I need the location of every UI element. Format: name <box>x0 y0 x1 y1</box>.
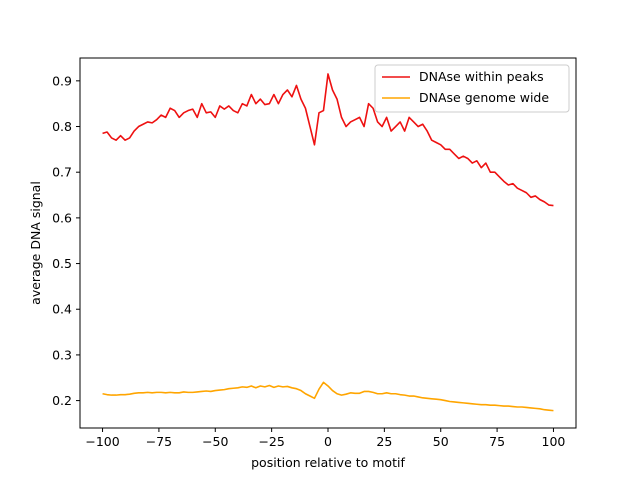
x-tick-label: −25 <box>258 434 284 449</box>
legend-box <box>374 64 570 113</box>
y-tick-label: 0.8 <box>52 119 72 134</box>
x-axis-label: position relative to motif <box>251 455 405 470</box>
x-tick-label: 50 <box>433 434 449 449</box>
x-tick-label: 75 <box>489 434 505 449</box>
legend-label-genome-wide: DNAse genome wide <box>419 90 549 105</box>
series-line-1 <box>102 381 554 412</box>
x-tick-label: 0 <box>324 434 332 449</box>
y-tick-label: 0.5 <box>52 256 72 271</box>
y-tick-label: 0.2 <box>52 393 72 408</box>
y-tick-label: 0.7 <box>52 165 72 180</box>
y-tick-label: 0.9 <box>52 73 72 88</box>
x-tick-label: 100 <box>542 434 566 449</box>
x-tick-label: −50 <box>202 434 228 449</box>
x-axis-ticks: −100 −75 −50 −25 0 25 50 75 100 <box>85 428 565 449</box>
x-tick-label: −100 <box>85 434 119 449</box>
y-axis-label: average DNA signal <box>28 181 43 305</box>
y-tick-label: 0.3 <box>52 347 72 362</box>
legend-label-within-peaks: DNAse within peaks <box>419 69 544 84</box>
y-tick-label: 0.6 <box>52 210 72 225</box>
legend: DNAse within peaks DNAse genome wide <box>374 64 570 113</box>
y-tick-label: 0.4 <box>52 302 72 317</box>
series-layer <box>102 73 554 412</box>
series-line-0 <box>102 73 554 207</box>
x-tick-label: 25 <box>376 434 392 449</box>
x-tick-label: −75 <box>146 434 172 449</box>
y-axis-ticks: 0.2 0.3 0.4 0.5 0.6 0.7 0.8 0.9 <box>52 73 80 408</box>
